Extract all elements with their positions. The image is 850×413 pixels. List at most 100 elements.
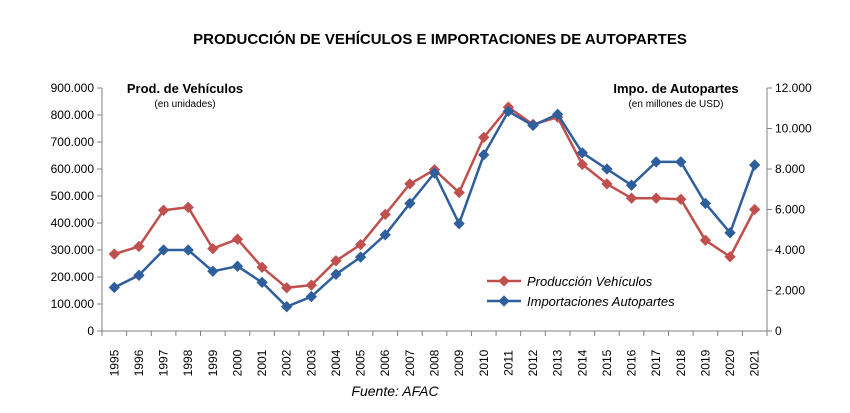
right-tick-label: 4.000 bbox=[775, 243, 805, 257]
legend-label-produccion: Producción Vehículos bbox=[527, 274, 653, 289]
x-tick-label: 2017 bbox=[649, 349, 663, 376]
series-1-point bbox=[231, 260, 244, 272]
x-tick-label: 2002 bbox=[280, 349, 294, 376]
series-0-point bbox=[675, 193, 687, 205]
left-tick-label: 100.000 bbox=[51, 297, 95, 311]
x-tick-label: 2018 bbox=[674, 349, 688, 376]
x-tick-label: 1995 bbox=[107, 349, 121, 376]
left-tick-label: 700.000 bbox=[51, 135, 95, 149]
right-tick-label: 2.000 bbox=[775, 284, 805, 298]
series-1-point bbox=[724, 227, 736, 239]
chart-title: PRODUCCIÓN DE VEHÍCULOS E IMPORTACIONES … bbox=[193, 30, 687, 48]
series-0-point bbox=[404, 178, 416, 190]
right-tick-label: 10.000 bbox=[775, 122, 812, 136]
series-0-point bbox=[281, 282, 293, 294]
series-0-point bbox=[305, 279, 318, 291]
series-0-point bbox=[157, 204, 170, 216]
x-tick-label: 1999 bbox=[206, 349, 220, 376]
x-tick-label: 2013 bbox=[551, 349, 565, 376]
right-axis-label: Impo. de Autopartes bbox=[613, 81, 738, 96]
series-0-point bbox=[699, 234, 712, 246]
left-tick-labels: 0 100.000 200.000 300.000 400.000 500.000 600.… bbox=[51, 81, 102, 338]
legend-marker-produccion bbox=[498, 275, 510, 287]
series-0-point bbox=[231, 233, 244, 245]
series-0-point bbox=[207, 242, 219, 255]
series-1-point bbox=[108, 281, 120, 294]
series-1-point bbox=[625, 179, 638, 191]
series-1-point bbox=[699, 197, 712, 210]
x-tick-label: 2009 bbox=[452, 349, 466, 376]
series-1-point bbox=[749, 159, 761, 171]
right-tick-label: 6.000 bbox=[775, 203, 805, 217]
series-0-point bbox=[256, 261, 268, 273]
series-line-1 bbox=[113, 110, 756, 308]
series-0-point bbox=[601, 178, 613, 190]
left-tick-label: 900.000 bbox=[51, 81, 95, 95]
series-0-point bbox=[576, 158, 588, 171]
series-1-point bbox=[404, 197, 416, 210]
series-0-point bbox=[650, 192, 662, 204]
source-note: Fuente: AFAC bbox=[351, 383, 439, 399]
x-tick-label: 2014 bbox=[575, 349, 589, 376]
series-0-point bbox=[354, 238, 367, 251]
legend-marker-importaciones bbox=[498, 295, 510, 307]
series-0-point bbox=[724, 251, 736, 263]
series-1-point bbox=[330, 268, 342, 280]
series-0-point bbox=[108, 248, 120, 260]
series-0-point bbox=[182, 201, 194, 213]
x-tick-label: 2006 bbox=[378, 349, 392, 376]
x-tick-label: 2016 bbox=[625, 349, 639, 376]
x-tick-label: 2004 bbox=[329, 349, 343, 376]
series-1-point bbox=[207, 265, 219, 277]
series-0-point bbox=[625, 192, 638, 204]
x-tick-label: 2007 bbox=[403, 349, 417, 376]
series-layer bbox=[108, 101, 761, 313]
left-tick-label: 300.000 bbox=[51, 243, 95, 257]
x-tick-label: 2012 bbox=[526, 349, 540, 376]
right-tick-label: 8.000 bbox=[775, 162, 805, 176]
x-tick-label: 2019 bbox=[698, 349, 712, 376]
legend-label-importaciones: Importaciones Autopartes bbox=[527, 294, 675, 309]
series-1-point bbox=[354, 251, 367, 263]
series-1-point bbox=[428, 167, 441, 179]
series-1-point bbox=[281, 301, 293, 313]
x-tick-label: 2021 bbox=[748, 349, 762, 376]
series-1-point bbox=[157, 244, 170, 256]
series-0-point bbox=[330, 255, 342, 267]
series-1-point bbox=[675, 156, 687, 168]
right-tick-label: 0 bbox=[775, 324, 782, 338]
left-tick-label: 0 bbox=[87, 324, 94, 338]
series-0-point bbox=[749, 203, 761, 216]
left-tick-label: 200.000 bbox=[51, 270, 95, 284]
right-axis-sublabel: (en millones de USD) bbox=[628, 99, 723, 110]
left-tick-label: 500.000 bbox=[51, 189, 95, 203]
series-1-point bbox=[478, 149, 490, 161]
x-tick-label: 2003 bbox=[304, 349, 318, 376]
series-1-point bbox=[379, 229, 391, 241]
x-tick-label: 2008 bbox=[428, 349, 442, 376]
left-axis-sublabel: (en unidades) bbox=[154, 99, 215, 110]
x-tick-labels: 1995 1996 1997 1998 1999 2000 2001 2002 2003 2004… bbox=[101, 331, 768, 376]
x-tick-label: 1997 bbox=[157, 349, 171, 376]
left-tick-label: 400.000 bbox=[51, 216, 95, 230]
series-1-point bbox=[576, 147, 588, 159]
right-tick-labels: 0 2.000 4.000 6.000 8.000 10.000 12.000 bbox=[767, 81, 812, 338]
left-tick-label: 600.000 bbox=[51, 162, 95, 176]
series-1-point bbox=[453, 218, 465, 230]
series-0-point bbox=[453, 186, 465, 199]
x-tick-label: 2000 bbox=[230, 349, 244, 376]
left-axis-label: Prod. de Vehículos bbox=[127, 81, 243, 96]
x-tick-label: 2005 bbox=[354, 349, 368, 376]
series-0-point bbox=[133, 240, 145, 253]
series-1-point bbox=[305, 290, 318, 303]
series-0-point bbox=[478, 131, 490, 144]
x-tick-label: 1998 bbox=[181, 349, 195, 376]
x-tick-label: 2010 bbox=[477, 349, 491, 376]
series-0-point bbox=[379, 208, 391, 221]
series-1-point bbox=[256, 276, 268, 289]
series-1-point bbox=[182, 244, 194, 256]
x-tick-label: 1996 bbox=[132, 349, 146, 376]
x-tick-label: 2001 bbox=[255, 349, 269, 376]
left-tick-label: 800.000 bbox=[51, 108, 95, 122]
